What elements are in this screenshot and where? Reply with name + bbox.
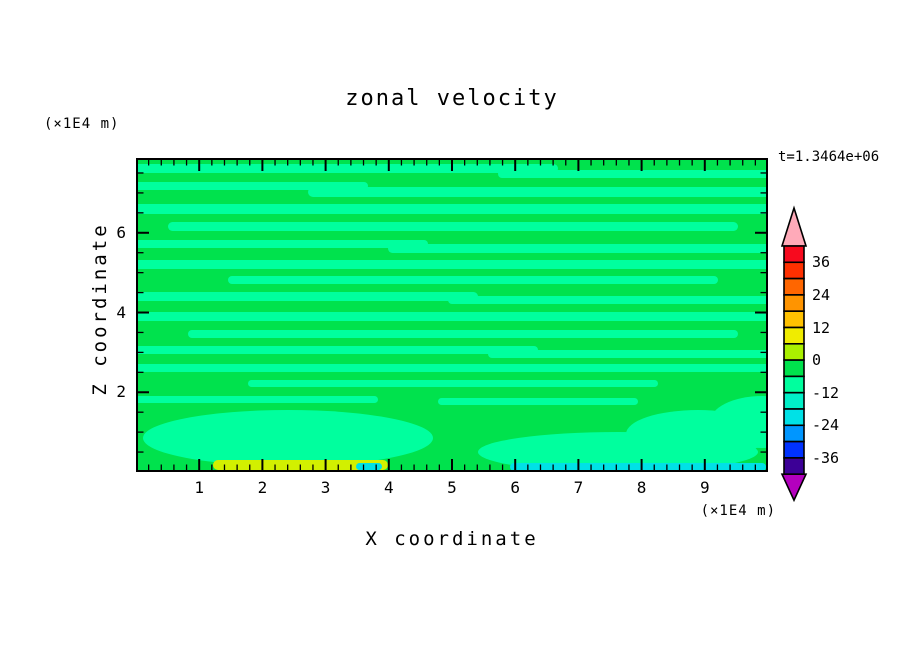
contour-streak: [228, 276, 718, 284]
x-tick-label: 9: [699, 478, 710, 497]
colorbar-tick-label: -12: [812, 383, 840, 402]
colorbar-band: [783, 277, 805, 296]
colorbar-band: [783, 359, 805, 378]
plot-frame: [136, 158, 768, 472]
contour-streak: [138, 292, 478, 301]
contour-streak: [438, 398, 638, 405]
contour-streak: [448, 296, 766, 304]
contour-streak: [138, 346, 538, 354]
x-tick-label: 7: [573, 478, 584, 497]
x-tick-label: 4: [383, 478, 394, 497]
y-tick-label: 6: [116, 222, 126, 242]
contour-streak: [138, 364, 766, 372]
colorbar-band: [783, 245, 805, 264]
x-tick-label: 3: [320, 478, 331, 497]
x-tick-label: 2: [257, 478, 268, 497]
colorbar-band: [783, 391, 805, 410]
x-tick-label: 5: [447, 478, 457, 497]
colorbar-band: [783, 408, 805, 427]
y-tick-label: 4: [116, 302, 126, 322]
plot-title: zonal velocity: [345, 86, 559, 111]
x-tick-label: 8: [636, 478, 647, 497]
colorbar-band: [783, 261, 805, 280]
contour-streak: [388, 244, 766, 253]
contour-streak: [188, 330, 738, 338]
contour-blob: [710, 396, 766, 448]
colorbar-over-arrow: [780, 205, 808, 247]
contour-streak: [138, 240, 428, 248]
contour-blob: [143, 410, 433, 466]
colorbar-tick-label: 12: [812, 318, 831, 337]
colorbar-tick-label: -24: [812, 416, 840, 435]
x-tick-label: 1: [194, 478, 204, 497]
colorbar-band: [783, 294, 805, 313]
colorbar-tick-label: -36: [812, 448, 840, 467]
colorbar-band: [783, 343, 805, 361]
contour-field: [138, 160, 766, 470]
contour-streak: [138, 260, 766, 269]
contour-streak: [138, 204, 766, 214]
contour-streak: [138, 396, 378, 403]
contour-streak: [488, 350, 766, 358]
contour-streak: [168, 222, 738, 231]
contour-streak: [138, 312, 766, 321]
x-tick-label: 6: [510, 478, 520, 497]
x-axis-units-label: (×1E4 m): [700, 503, 776, 519]
contour-sliver: [356, 463, 382, 470]
colorbar-band: [783, 424, 805, 443]
x-axis-title: X coordinate: [365, 528, 539, 550]
colorbar-band: [783, 326, 805, 345]
colorbar-band: [783, 440, 805, 459]
y-tick-label: 2: [116, 382, 126, 402]
contour-sliver: [510, 463, 766, 470]
colorbar-tick-label: 0: [812, 351, 822, 370]
contour-streak: [308, 187, 766, 197]
contour-streak: [248, 380, 658, 387]
colorbar-band: [783, 310, 805, 329]
colorbar-band: [783, 375, 805, 394]
contour-streak: [498, 170, 766, 178]
time-label: t=1.3464e+06: [778, 149, 880, 165]
colorbar-under-arrow: [780, 473, 808, 503]
colorbar: [780, 205, 808, 503]
y-axis-units-label: (×1E4 m): [44, 116, 120, 132]
colorbar-band: [783, 457, 805, 475]
colorbar-tick-label: 24: [812, 285, 831, 304]
colorbar-tick-label: 36: [812, 253, 831, 272]
